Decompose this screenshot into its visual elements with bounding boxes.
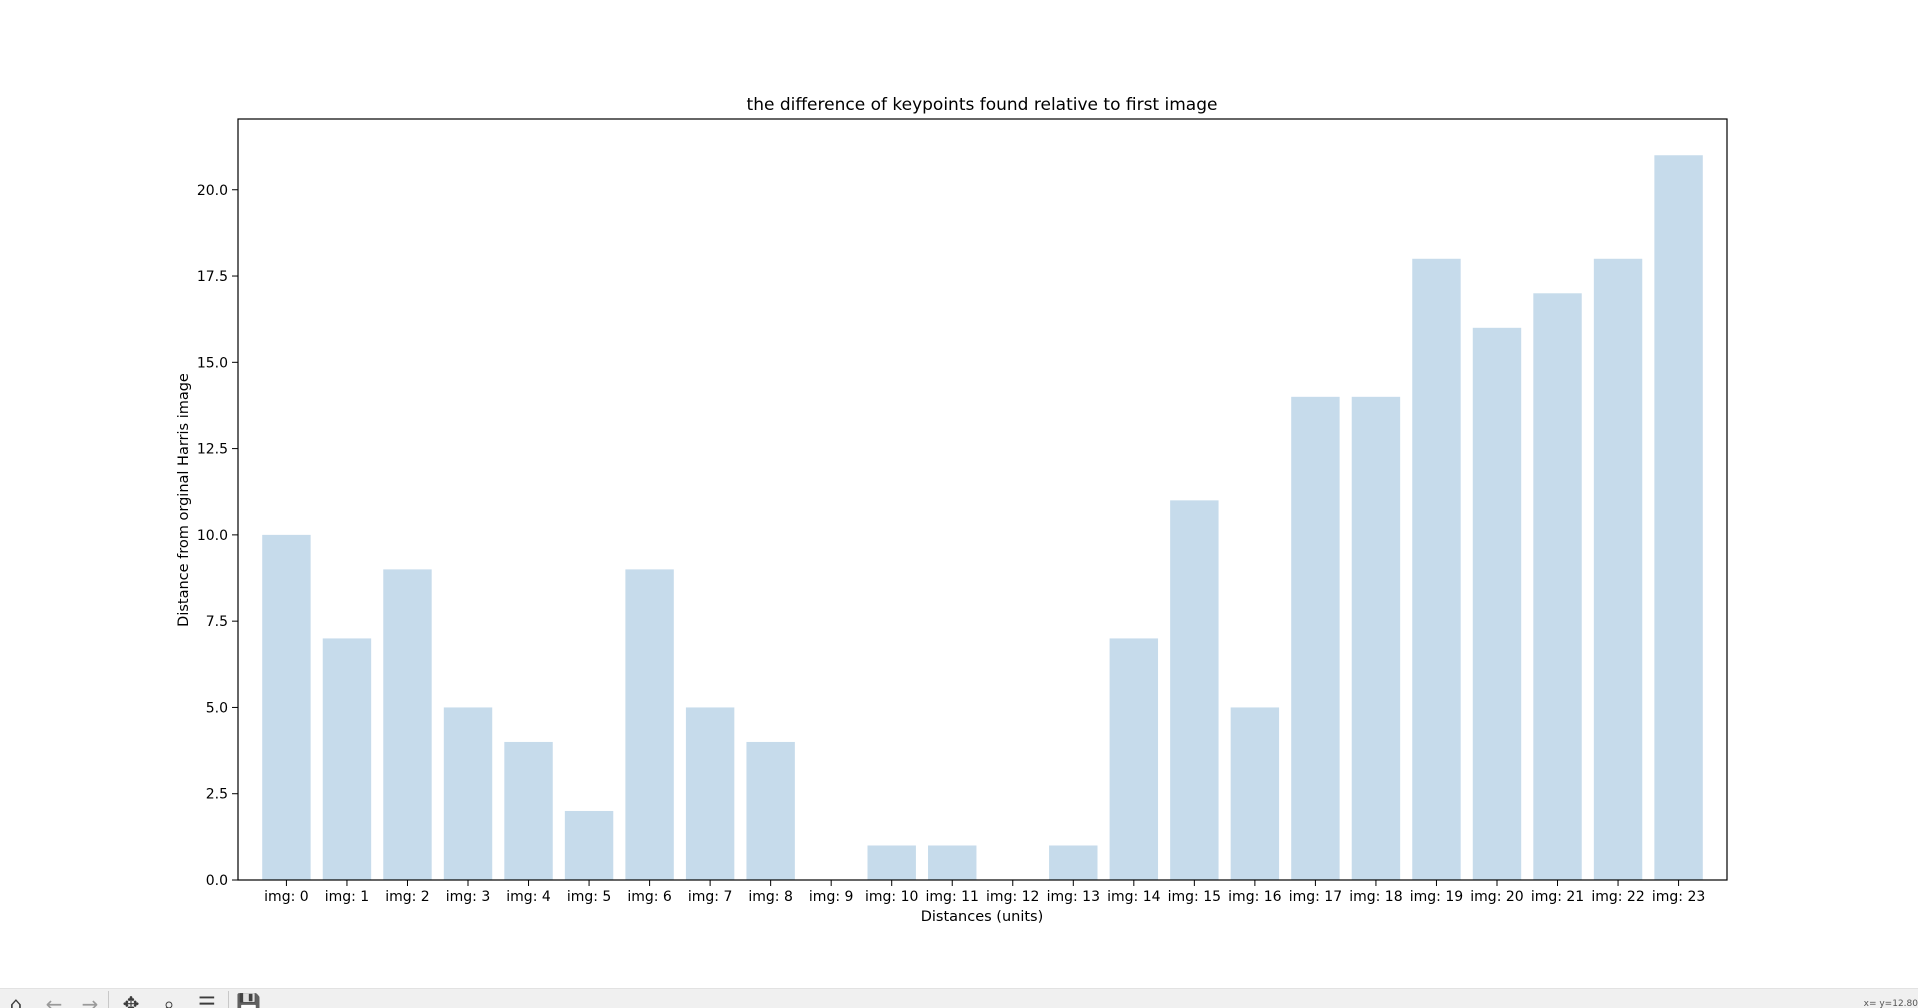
x-tick-label: img: 6 [627, 889, 672, 905]
y-tick-label: 17.5 [197, 269, 228, 285]
zoom-icon[interactable]: ⌕ [163, 992, 175, 1008]
y-tick-label: 5.0 [206, 700, 228, 716]
y-tick-label: 2.5 [206, 787, 228, 803]
x-tick-label: img: 1 [325, 889, 370, 905]
bar-6 [625, 569, 674, 880]
x-tick-label: img: 8 [748, 889, 793, 905]
bar-23 [1654, 155, 1703, 880]
bar-17 [1291, 396, 1340, 880]
bar-7 [685, 707, 735, 880]
toolbar-separator [228, 991, 229, 1008]
x-tick-label: img: 12 [986, 889, 1039, 905]
back-icon[interactable]: ← [45, 992, 63, 1008]
toolbar-separator [108, 991, 109, 1008]
bar-15 [1170, 500, 1219, 880]
bar-19 [1412, 258, 1461, 880]
bar-21 [1533, 293, 1582, 881]
x-tick-label: img: 9 [809, 889, 854, 905]
y-tick-label: 10.0 [197, 528, 228, 544]
y-tick-label: 7.5 [206, 614, 228, 630]
x-tick-label: img: 22 [1591, 889, 1644, 905]
bar-18 [1351, 396, 1401, 880]
x-tick-label: img: 21 [1531, 889, 1584, 905]
bar-2 [383, 569, 432, 880]
x-tick-label: img: 18 [1349, 889, 1402, 905]
bar-14 [1109, 638, 1159, 880]
forward-icon[interactable]: → [81, 992, 99, 1008]
chart-title: the difference of keypoints found relati… [747, 95, 1218, 115]
bar-22 [1593, 258, 1643, 880]
x-tick-label: img: 16 [1228, 889, 1281, 905]
plot-area-frame [237, 118, 1728, 881]
bar-1 [322, 638, 372, 880]
bar-4 [504, 741, 553, 880]
x-tick-label: img: 20 [1470, 889, 1523, 905]
x-tick-label: img: 2 [385, 889, 430, 905]
bar-11 [928, 845, 977, 880]
x-tick-label: img: 0 [264, 889, 309, 905]
x-tick-label: img: 15 [1168, 889, 1221, 905]
x-tick-label: img: 10 [865, 889, 918, 905]
configure-subplots-icon[interactable]: ☰ [198, 992, 216, 1008]
bar-5 [564, 810, 614, 880]
x-tick-label: img: 13 [1047, 889, 1100, 905]
save-icon[interactable]: 💾 [236, 992, 261, 1008]
pan-icon[interactable]: ✥ [122, 992, 140, 1008]
bar-20 [1472, 327, 1522, 881]
x-tick-label: img: 4 [506, 889, 551, 905]
y-tick-label: 12.5 [197, 442, 228, 458]
x-tick-label: img: 17 [1289, 889, 1342, 905]
x-tick-label: img: 23 [1652, 889, 1705, 905]
x-tick-label: img: 19 [1410, 889, 1463, 905]
x-tick-label: img: 3 [446, 889, 491, 905]
x-tick-label: img: 7 [688, 889, 733, 905]
y-tick-label: 20.0 [197, 183, 228, 199]
bar-10 [867, 845, 916, 880]
x-axis-label: Distances (units) [921, 909, 1044, 925]
bar-0 [262, 534, 311, 880]
y-tick-label: 15.0 [197, 355, 228, 371]
coordinate-readout: x= y=12.80 [1863, 999, 1918, 1008]
bar-8 [746, 741, 795, 880]
home-icon[interactable]: ⌂ [9, 992, 23, 1008]
y-tick-label: 0.0 [206, 873, 228, 889]
bar-16 [1230, 707, 1280, 880]
bar-3 [443, 707, 493, 880]
x-tick-label: img: 11 [926, 889, 979, 905]
x-tick-label: img: 14 [1107, 889, 1160, 905]
y-axis-label: Distance from orginal Harris image [176, 373, 192, 627]
navigation-toolbar: ⌂ ← → ✥ ⌕ ☰ 💾 x= y=12.80 [0, 988, 1918, 1008]
x-tick-label: img: 5 [567, 889, 612, 905]
bar-13 [1049, 845, 1098, 880]
